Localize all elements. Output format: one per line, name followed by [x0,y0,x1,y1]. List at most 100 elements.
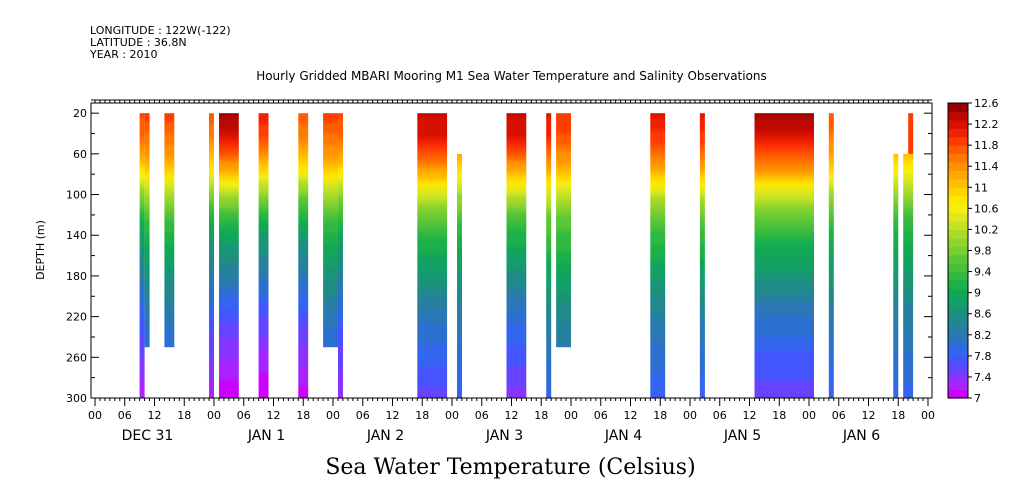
colorbar-label: 9.8 [974,245,992,258]
data-column [144,113,150,348]
colorbar-swatch [948,364,968,374]
x-tick-label: 06 [118,409,132,422]
day-label: JAN 3 [485,428,523,444]
data-column [219,113,239,398]
colorbar-swatch [948,296,968,306]
colorbar-swatch [948,305,968,315]
colorbar-swatch [948,145,968,155]
colorbar-swatch [948,153,968,163]
colorbar-swatch [948,162,968,172]
colorbar-swatch [948,212,968,222]
y-tick-label: 100 [66,189,87,202]
data-column [903,153,914,398]
x-tick-label: 06 [713,409,727,422]
colorbar-swatch [948,389,968,399]
y-tick-label: 300 [66,392,87,405]
data-column [754,113,814,398]
colorbar-swatch [948,271,968,281]
data-column [828,113,834,398]
colorbar-swatch [948,204,968,214]
colorbar-label: 11.4 [974,160,999,173]
day-label: JAN 5 [723,428,761,444]
colorbar-swatch [948,288,968,298]
colorbar-label: 8.2 [974,329,992,342]
colorbar-label: 7 [974,392,981,405]
colorbar-swatch [948,229,968,239]
x-tick-label: 18 [772,409,786,422]
data-column [323,113,338,348]
colorbar-swatch [948,322,968,332]
y-tick-label: 180 [66,270,87,283]
x-tick-label: 18 [415,409,429,422]
data-column [258,113,269,398]
y-tick-label: 260 [66,351,87,364]
colorbar-swatch [948,313,968,323]
year-label: YEAR : 2010 [90,48,158,61]
x-tick-label: 12 [624,409,638,422]
colorbar-swatch [948,111,968,121]
day-label: JAN 6 [842,428,880,444]
longitude-label: LONGITUDE : 122W(-122) [90,24,231,37]
colorbar-swatch [948,347,968,357]
x-tick-label: 06 [594,409,608,422]
data-column [893,153,899,398]
x-tick-label: 06 [475,409,489,422]
x-tick-label: 18 [534,409,548,422]
x-tick-label: 06 [832,409,846,422]
data-column [699,113,705,398]
colorbar-swatch [948,178,968,188]
x-tick-label: 12 [862,409,876,422]
data-column [556,113,571,348]
colorbar-label: 9 [974,287,981,300]
colorbar-swatch [948,237,968,247]
colorbar-label: 10.6 [974,202,999,215]
data-column [546,113,552,398]
x-tick-label: 18 [177,409,191,422]
day-label: JAN 1 [247,428,285,444]
x-tick-label: 00 [207,409,221,422]
colorbar-swatch [948,372,968,382]
data-column [650,113,666,398]
colorbar-swatch [948,263,968,273]
colorbar-swatch [948,195,968,205]
x-tick-label: 00 [88,409,102,422]
colorbar-swatch [948,254,968,264]
colorbar-swatch [948,170,968,180]
x-tick-label: 00 [683,409,697,422]
x-tick-label: 06 [356,409,370,422]
colorbar-swatch [948,246,968,256]
colorbar-label: 11 [974,181,988,194]
x-tick-label: 18 [296,409,310,422]
data-column [298,113,309,398]
colorbar-label: 12.2 [974,118,999,131]
y-axis-label: DEPTH (m) [34,220,47,280]
x-tick-label: 06 [237,409,251,422]
colorbar-label: 11.8 [974,139,999,152]
day-label: JAN 2 [366,428,404,444]
x-tick-label: 12 [267,409,281,422]
colorbar-swatch [948,128,968,138]
colorbar-swatch [948,330,968,340]
data-column [209,113,214,398]
x-tick-label: 12 [743,409,757,422]
x-tick-label: 00 [921,409,935,422]
x-tick-label: 12 [148,409,162,422]
data-column [164,113,175,348]
y-tick-label: 20 [73,107,87,120]
x-tick-label: 00 [326,409,340,422]
colorbar-swatch [948,119,968,129]
colorbar-label: 7.8 [974,350,992,363]
data-column [139,113,145,398]
y-tick-label: 220 [66,311,87,324]
latitude-label: LATITUDE : 36.8N [90,36,187,49]
colorbar-label: 10.2 [974,223,999,236]
y-tick-label: 140 [66,229,87,242]
colorbar-swatch [948,339,968,349]
colorbar-swatch [948,280,968,290]
colorbar-label: 7.4 [974,371,992,384]
data-column [506,113,527,398]
x-tick-label: 00 [445,409,459,422]
data-column [417,113,448,398]
x-tick-label: 12 [386,409,400,422]
